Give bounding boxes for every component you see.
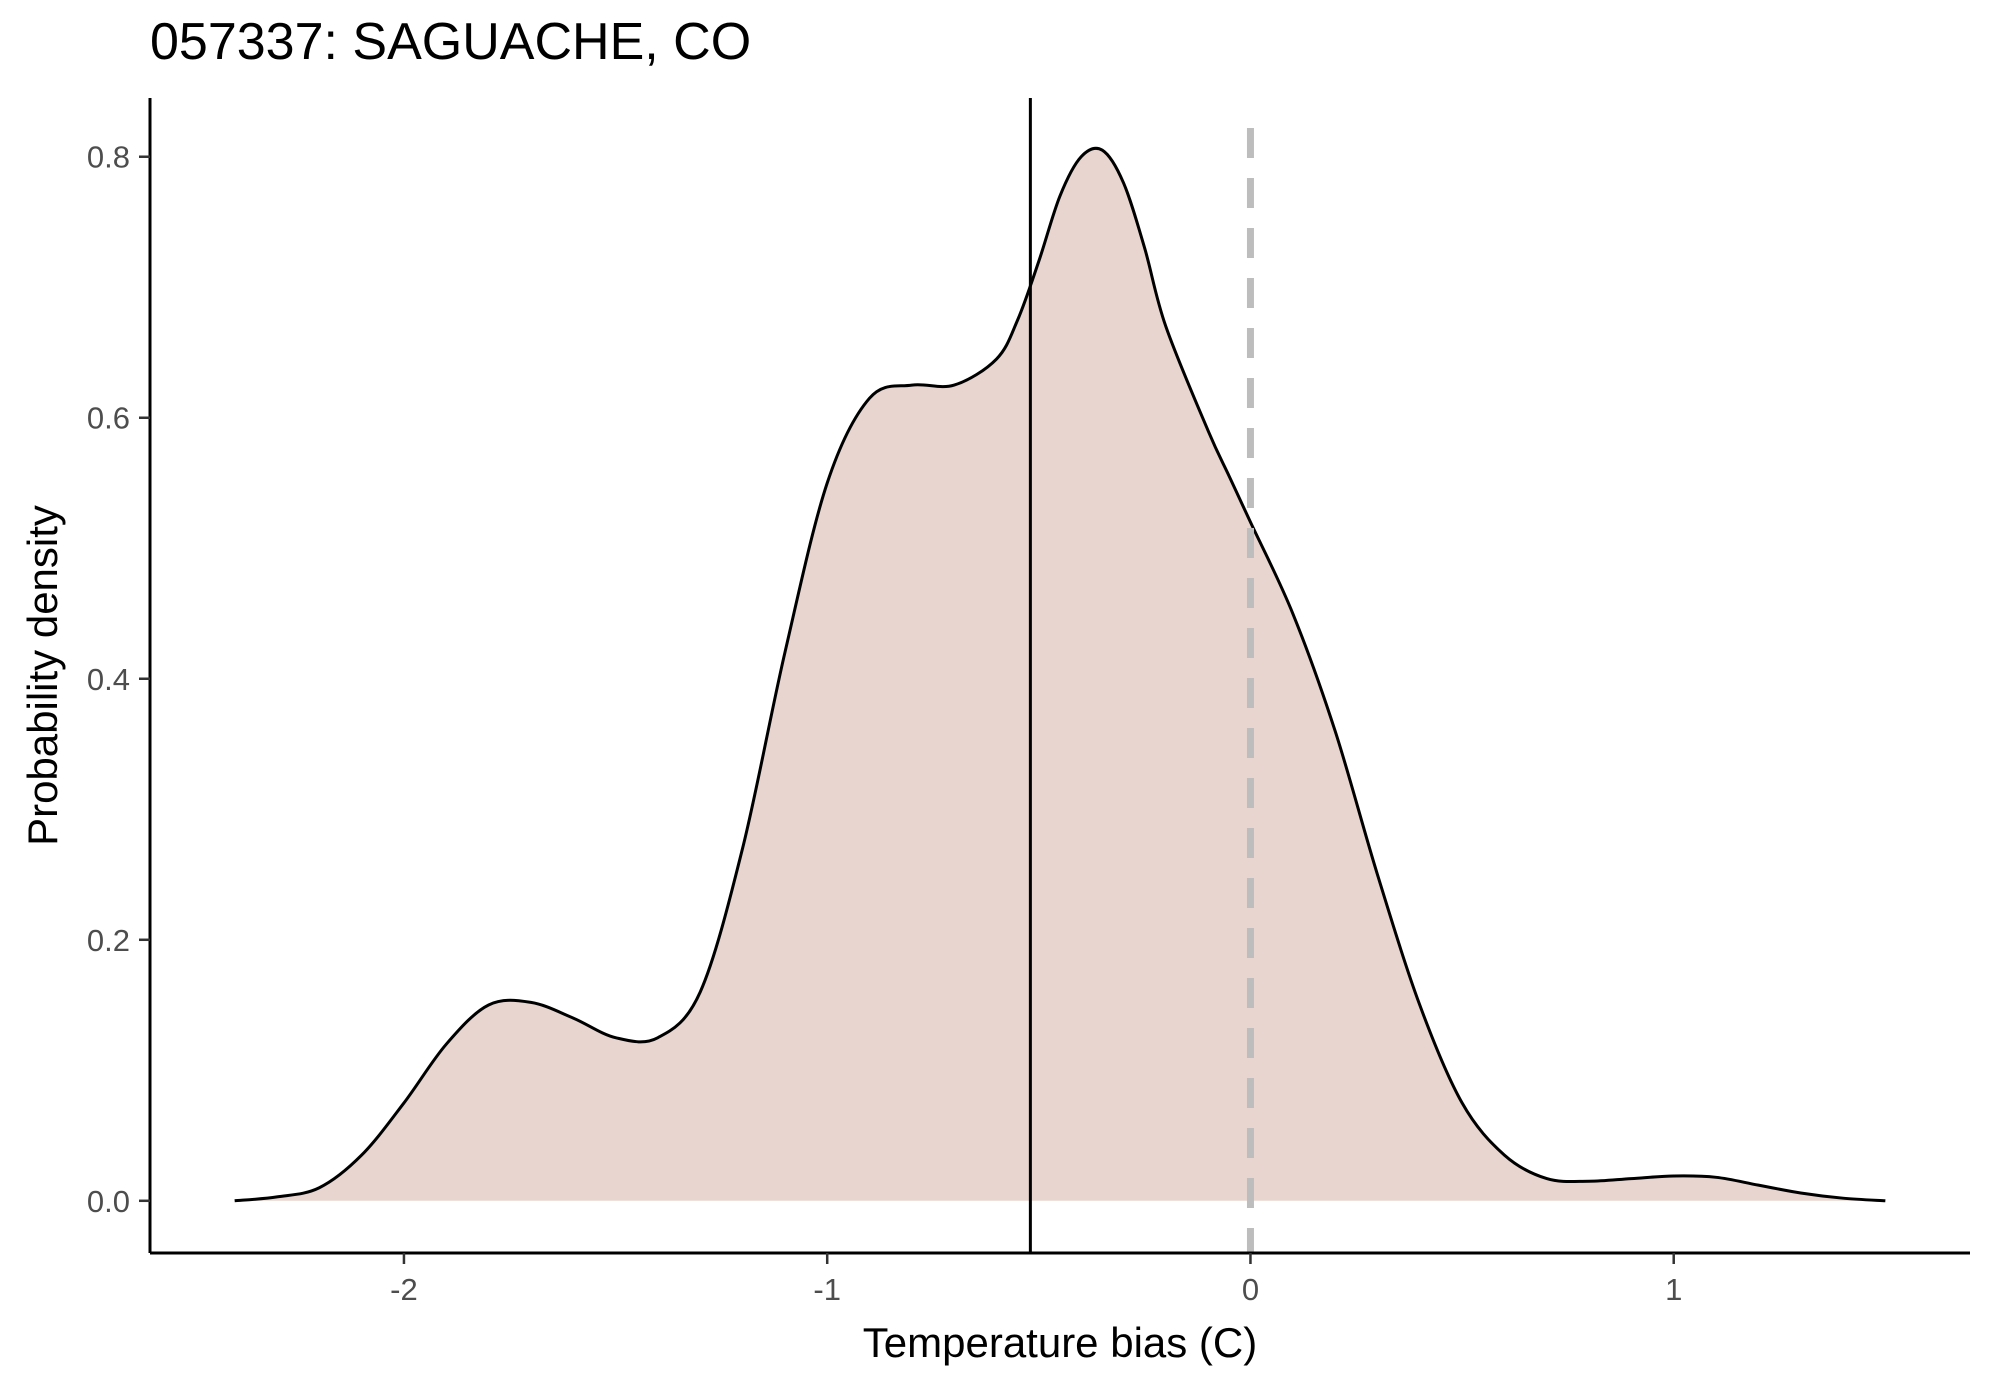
y-axis-title: Probability density [19, 505, 66, 846]
plot-area [234, 98, 1886, 1253]
x-tick-label: 1 [1665, 1272, 1682, 1307]
y-tick-label: 0.8 [87, 140, 130, 175]
x-tick-label: 0 [1242, 1272, 1259, 1307]
y-tick-label: 0.2 [87, 923, 130, 958]
x-tick-label: -1 [813, 1272, 841, 1307]
y-tick-label: 0.0 [87, 1184, 130, 1219]
density-area-0 [234, 148, 1886, 1201]
axes: -2 -1 0 1 0.0 0.2 0.4 0.6 0.8 [87, 98, 1970, 1307]
density-curve-0 [234, 146, 1886, 1203]
y-tick-label: 0.4 [87, 662, 130, 697]
y-tick-label: 0.6 [87, 401, 130, 436]
x-tick-label: -2 [390, 1272, 418, 1307]
x-axis-title: Temperature bias (C) [863, 1319, 1257, 1366]
chart-title: 057337: SAGUACHE, CO [150, 13, 752, 71]
